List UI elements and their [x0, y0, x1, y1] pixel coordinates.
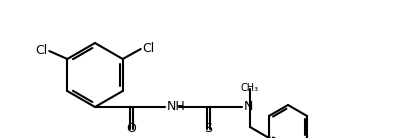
Text: N: N — [244, 100, 253, 113]
Text: NH: NH — [167, 100, 186, 113]
Text: Cl: Cl — [143, 43, 155, 55]
Text: Cl: Cl — [35, 44, 47, 58]
Text: CH₃: CH₃ — [241, 83, 259, 93]
Text: S: S — [204, 122, 212, 135]
Text: O: O — [126, 122, 136, 135]
